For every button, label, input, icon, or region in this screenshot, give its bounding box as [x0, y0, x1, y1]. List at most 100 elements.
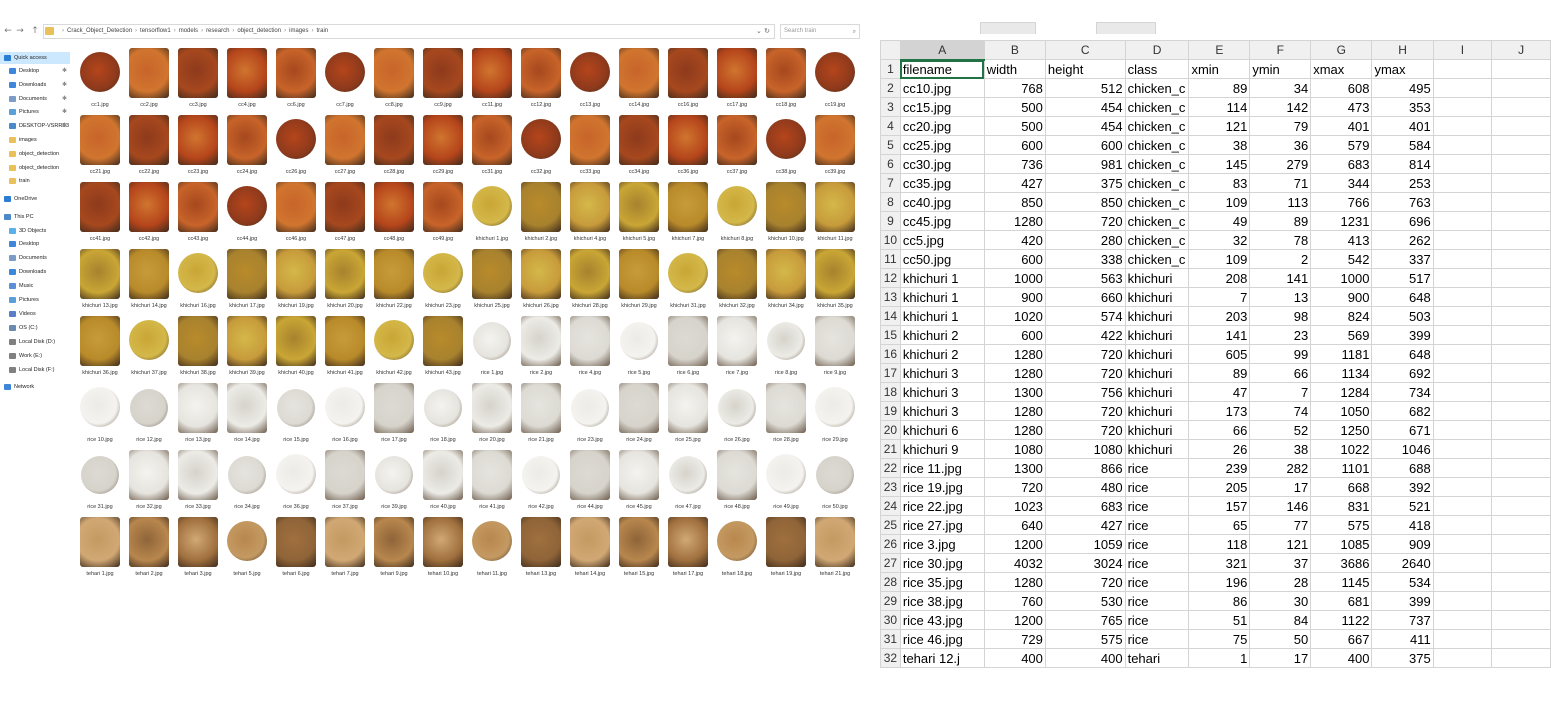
- table-cell[interactable]: 142: [1249, 97, 1312, 117]
- table-cell[interactable]: 454: [1044, 116, 1126, 136]
- file-thumbnail-item[interactable]: cc21.jpg: [76, 113, 124, 181]
- file-thumbnail-item[interactable]: rice 25.jpg: [664, 381, 712, 449]
- table-cell[interactable]: 37: [1249, 553, 1312, 573]
- file-thumbnail-item[interactable]: rice 48.jpg: [713, 448, 761, 516]
- file-thumbnail-item[interactable]: rice 17.jpg: [370, 381, 418, 449]
- file-thumbnail-item[interactable]: rice 45.jpg: [615, 448, 663, 516]
- nav-item[interactable]: Work (E:): [0, 350, 70, 362]
- breadcrumb-item[interactable]: models: [178, 28, 199, 34]
- file-thumbnail-item[interactable]: khichuri 35.jpg: [811, 247, 859, 315]
- table-cell[interactable]: 696: [1371, 211, 1434, 231]
- table-cell[interactable]: 400: [1310, 648, 1373, 668]
- file-thumbnail-item[interactable]: tehari 3.jpg: [174, 515, 222, 582]
- column-header[interactable]: D: [1124, 40, 1190, 60]
- file-thumbnail-item[interactable]: rice 24.jpg: [615, 381, 663, 449]
- file-thumbnail-item[interactable]: cc41.jpg: [76, 180, 124, 248]
- table-cell[interactable]: 83: [1188, 173, 1251, 193]
- table-cell[interactable]: 66: [1188, 420, 1251, 440]
- nav-item[interactable]: Network: [0, 381, 70, 393]
- table-cell[interactable]: 146: [1249, 496, 1312, 516]
- nav-item[interactable]: object_detection: [0, 162, 70, 174]
- ribbon-tab[interactable]: [980, 22, 1036, 34]
- table-cell[interactable]: [1491, 553, 1551, 573]
- file-thumbnail-item[interactable]: rice 40.jpg: [419, 448, 467, 516]
- table-cell[interactable]: 765: [1044, 610, 1126, 630]
- file-thumbnail-item[interactable]: tehari 2.jpg: [125, 515, 173, 582]
- refresh-icon[interactable]: ⌄ ↻: [756, 27, 770, 35]
- file-thumbnail-item[interactable]: khichuri 34.jpg: [762, 247, 810, 315]
- table-cell[interactable]: [1491, 78, 1551, 98]
- table-cell[interactable]: 51: [1188, 610, 1251, 630]
- table-cell[interactable]: 600: [1044, 135, 1126, 155]
- file-thumbnail-item[interactable]: khichuri 8.jpg: [713, 180, 761, 248]
- table-cell[interactable]: rice: [1124, 534, 1190, 554]
- table-cell[interactable]: [1491, 135, 1551, 155]
- file-thumbnail-item[interactable]: cc34.jpg: [615, 113, 663, 181]
- nav-item[interactable]: object_detection: [0, 148, 70, 160]
- table-cell[interactable]: khichuri: [1124, 420, 1190, 440]
- table-cell[interactable]: 89: [1188, 363, 1251, 383]
- table-cell[interactable]: 760: [983, 591, 1046, 611]
- table-cell[interactable]: 600: [983, 325, 1046, 345]
- file-thumbnail-item[interactable]: rice 16.jpg: [321, 381, 369, 449]
- table-cell[interactable]: [1491, 211, 1551, 231]
- table-cell[interactable]: 121: [1188, 116, 1251, 136]
- table-cell[interactable]: khichuri: [1124, 268, 1190, 288]
- table-cell[interactable]: chicken_c: [1124, 192, 1190, 212]
- table-cell[interactable]: chicken_c: [1124, 230, 1190, 250]
- file-thumbnail-item[interactable]: rice 29.jpg: [811, 381, 859, 449]
- table-cell[interactable]: chicken_c: [1124, 249, 1190, 269]
- table-cell[interactable]: khichuri: [1124, 344, 1190, 364]
- table-cell[interactable]: [1432, 211, 1493, 231]
- file-thumbnail-item[interactable]: khichuri 5.jpg: [615, 180, 663, 248]
- breadcrumb-item[interactable]: object_detection: [237, 28, 282, 34]
- table-cell[interactable]: 400: [983, 648, 1046, 668]
- table-cell[interactable]: 121: [1249, 534, 1312, 554]
- table-cell[interactable]: rice: [1124, 629, 1190, 649]
- table-cell[interactable]: 1080: [1044, 439, 1126, 459]
- table-cell[interactable]: rice: [1124, 553, 1190, 573]
- file-thumbnail-item[interactable]: khichuri 31.jpg: [664, 247, 712, 315]
- nav-item[interactable]: Pictures ✱: [0, 106, 70, 118]
- file-thumbnail-item[interactable]: rice 34.jpg: [223, 448, 271, 516]
- table-cell[interactable]: 866: [1044, 458, 1126, 478]
- row-header[interactable]: 23: [880, 477, 901, 497]
- table-cell[interactable]: [1491, 154, 1551, 174]
- table-cell[interactable]: 1181: [1310, 344, 1373, 364]
- file-thumbnail-item[interactable]: cc6.jpg: [272, 46, 320, 114]
- table-cell[interactable]: 473: [1310, 97, 1373, 117]
- file-thumbnail-item[interactable]: rice 32.jpg: [125, 448, 173, 516]
- file-thumbnail-item[interactable]: cc17.jpg: [713, 46, 761, 114]
- row-header[interactable]: 2: [880, 78, 901, 98]
- table-cell[interactable]: 668: [1310, 477, 1373, 497]
- table-cell[interactable]: [1432, 230, 1493, 250]
- table-cell[interactable]: 118: [1188, 534, 1251, 554]
- file-thumbnail-item[interactable]: cc24.jpg: [223, 113, 271, 181]
- table-cell[interactable]: 203: [1188, 306, 1251, 326]
- file-thumbnail-item[interactable]: khichuri 14.jpg: [125, 247, 173, 315]
- file-thumbnail-item[interactable]: cc33.jpg: [566, 113, 614, 181]
- table-cell[interactable]: [1432, 325, 1493, 345]
- table-cell[interactable]: 605: [1188, 344, 1251, 364]
- table-cell[interactable]: 400: [1044, 648, 1126, 668]
- table-cell[interactable]: [1432, 401, 1493, 421]
- table-cell[interactable]: [1491, 268, 1551, 288]
- file-thumbnail-item[interactable]: rice 12.jpg: [125, 381, 173, 449]
- table-cell[interactable]: filename: [899, 59, 985, 79]
- table-cell[interactable]: chicken_c: [1124, 78, 1190, 98]
- table-cell[interactable]: rice 27.jpg: [899, 515, 985, 535]
- table-cell[interactable]: rice: [1124, 458, 1190, 478]
- table-cell[interactable]: 1122: [1310, 610, 1373, 630]
- table-cell[interactable]: [1491, 230, 1551, 250]
- file-thumbnail-item[interactable]: cc28.jpg: [370, 113, 418, 181]
- file-thumbnail-item[interactable]: rice 23.jpg: [566, 381, 614, 449]
- table-cell[interactable]: 79: [1249, 116, 1312, 136]
- table-cell[interactable]: 71: [1249, 173, 1312, 193]
- table-cell[interactable]: [1491, 572, 1551, 592]
- table-cell[interactable]: 86: [1188, 591, 1251, 611]
- table-cell[interactable]: 262: [1371, 230, 1434, 250]
- table-cell[interactable]: [1491, 629, 1551, 649]
- table-cell[interactable]: 4032: [983, 553, 1046, 573]
- table-cell[interactable]: rice 11.jpg: [899, 458, 985, 478]
- table-cell[interactable]: 1023: [983, 496, 1046, 516]
